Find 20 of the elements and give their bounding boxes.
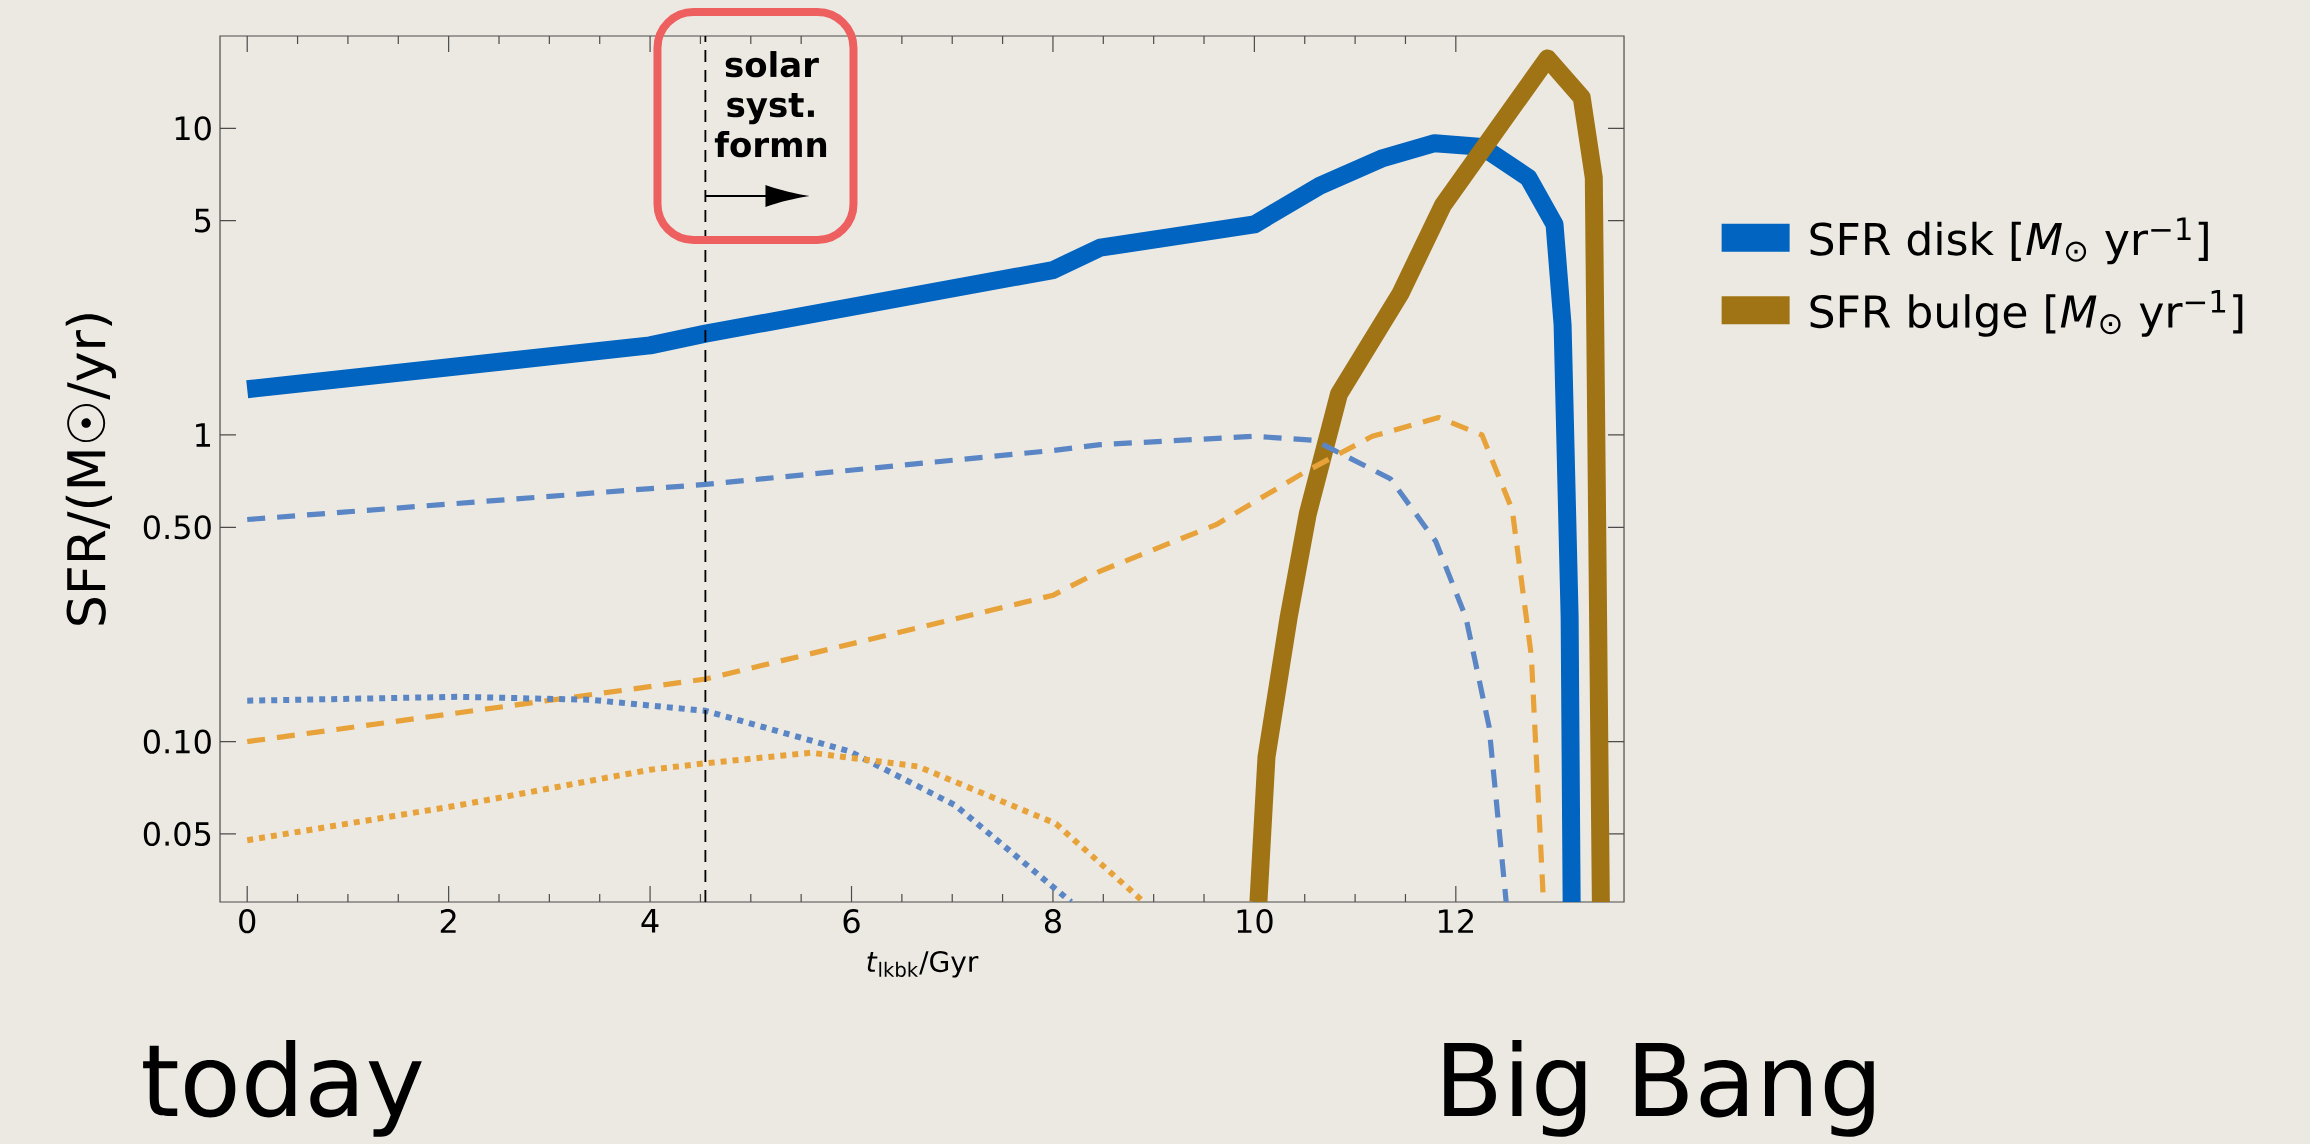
- x-tick-label: 4: [641, 909, 659, 933]
- x-tick-label: 12: [1438, 909, 1473, 933]
- y-tick-label: 0.05: [143, 821, 211, 847]
- y-tick-label: 10: [175, 116, 211, 141]
- y-axis-title: SFR/(M☉/yr): [65, 314, 116, 625]
- x-tick-label: 2: [440, 909, 456, 933]
- legend-label: SFR bulge [M$_{⊙}$ yr$^{−1}$]: [1810, 290, 2243, 337]
- x-tick-label: 10: [1237, 909, 1273, 934]
- x-tick-label: 8: [1044, 909, 1061, 934]
- x-tick-label: 6: [843, 909, 860, 934]
- y-tick-label: 0.50: [143, 515, 211, 540]
- x-axis-title: t$_{lkbk}$/Gyr: [867, 950, 979, 978]
- y-tick-label: 0.10: [143, 729, 211, 754]
- ref-line-label: solar syst. formn: [714, 51, 827, 158]
- legend-label: SFR disk [M$_{⊙}$ yr$^{−1}$]: [1810, 217, 2208, 265]
- text: today: [143, 1040, 422, 1137]
- text: Big Bang: [1444, 1040, 1874, 1137]
- x-tick-label: 0: [239, 909, 256, 934]
- y-tick-label: 1: [196, 423, 210, 447]
- y-tick-label: 5: [195, 208, 211, 233]
